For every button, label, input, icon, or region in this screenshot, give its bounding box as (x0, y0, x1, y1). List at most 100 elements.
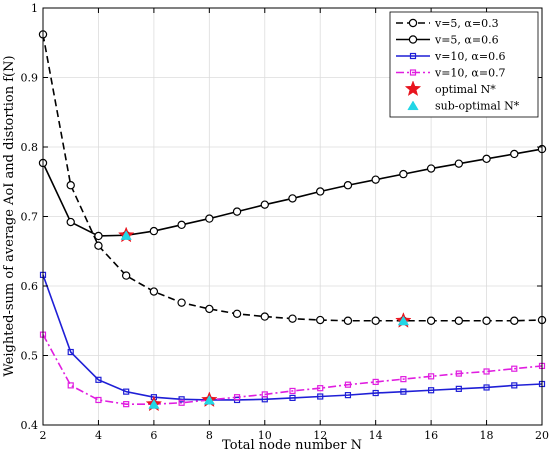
series-3-point (455, 385, 462, 392)
series-1-point (426, 316, 436, 325)
x-tick-label: 18 (480, 429, 494, 442)
series-3-point (178, 396, 185, 403)
series-3-point (483, 384, 490, 391)
x-tick-label: 4 (95, 429, 102, 442)
marker-layer (38, 30, 547, 408)
series-4-point (178, 399, 185, 406)
series-2-point (399, 169, 408, 179)
legend-marker-3 (409, 52, 417, 60)
series-1-point (343, 316, 353, 325)
series-1-point (510, 316, 519, 325)
series-1-point (482, 316, 491, 325)
series-3-point (289, 394, 296, 401)
series-4-point (455, 370, 462, 377)
legend-label: v=10, α=0.7 (434, 67, 506, 80)
series-4-point (428, 373, 435, 380)
legend-label: v=5, α=0.3 (434, 17, 499, 30)
y-tick-label: 0.5 (21, 350, 39, 363)
series-4-point (511, 365, 518, 372)
series-line-4 (42, 334, 543, 405)
y-tick-label: 0.8 (21, 141, 39, 154)
series-1-point (177, 298, 186, 307)
series-1-point (232, 309, 242, 318)
series-1-point (454, 316, 464, 325)
series-3-point (400, 388, 407, 395)
series-2-point (316, 187, 325, 196)
series-4-point (95, 396, 102, 404)
y-tick-label: 0.9 (21, 72, 39, 85)
series-1-point (121, 271, 131, 280)
legend-triangle-marker (407, 100, 419, 111)
axis-ticks: 2 4 6 8 10 12 14 16 18 20 0.4 0.5 0.6 0.7 0.8 0.9 1 (21, 2, 550, 442)
series-4-point (372, 378, 379, 386)
series-1-point (94, 241, 103, 250)
legend: v=5, α=0.3 v=5, α=0.6 v=10, α=0.6 v=10, α=0… (389, 11, 539, 118)
legend-label: sub-optimal N* (435, 100, 520, 113)
y-tick-label: 0.6 (21, 280, 39, 293)
series-2-point (260, 200, 269, 209)
series-2-point (177, 220, 186, 230)
series-2-point (288, 194, 297, 203)
series-1-point (260, 312, 269, 321)
series-1-point (205, 304, 214, 314)
series-1-point (316, 315, 325, 325)
legend-marker-2 (408, 35, 418, 44)
series-4-point (67, 382, 74, 389)
series-3-point (67, 348, 74, 356)
series-2-point (205, 214, 214, 223)
series-2-point (149, 226, 159, 236)
x-tick-label: 14 (369, 429, 383, 442)
series-4-point (261, 391, 268, 398)
series-4-point (344, 381, 352, 388)
series-2-point (454, 159, 464, 168)
suboptimal-triangle-marker (397, 315, 410, 326)
x-tick-label: 20 (535, 429, 549, 442)
series-1-point (66, 181, 75, 190)
series-line-3 (42, 274, 543, 401)
series-4-point (400, 376, 407, 383)
optimal-marker-layer (117, 226, 412, 412)
y-tick-label: 0.7 (21, 211, 39, 224)
series-3-point (372, 389, 379, 397)
series-3-point (95, 376, 102, 383)
series-4-point (289, 387, 296, 395)
series-2-point (94, 231, 103, 241)
series-1-point (288, 314, 297, 323)
y-tick-label: 0.4 (21, 419, 39, 432)
x-tick-label: 8 (206, 429, 213, 442)
series-4-point (483, 368, 490, 375)
suboptimal-triangle-marker (120, 230, 132, 240)
x-tick-label: 6 (150, 429, 157, 442)
series-3-point (317, 393, 324, 400)
series-4-point (233, 394, 241, 401)
legend-marker-4 (409, 69, 417, 76)
legend-label: optimal N* (435, 83, 496, 96)
suboptimal-triangle-marker (148, 399, 160, 409)
series-1-point (149, 287, 159, 296)
series-2-point (66, 217, 75, 227)
series-1-point (371, 316, 380, 325)
series-2-point (343, 181, 353, 190)
legend-star-marker (404, 80, 422, 97)
series-2-point (371, 175, 380, 184)
y-tick-label: 1 (31, 2, 38, 15)
legend-marker-1 (408, 18, 418, 28)
series-2-point (482, 154, 491, 164)
suboptimal-triangle-marker (203, 394, 215, 405)
legend-label: v=10, α=0.6 (434, 50, 506, 63)
y-axis-label: Weighted-sum of average AoI and distorti… (2, 55, 17, 376)
series-3-point (123, 388, 130, 395)
series-3-point (428, 387, 435, 394)
x-axis-label: Total node number N (222, 438, 362, 453)
legend-box (389, 11, 539, 118)
legend-label: v=5, α=0.6 (434, 34, 499, 47)
x-tick-label: 10 (258, 429, 272, 442)
series-2-point (510, 149, 519, 159)
series-2-point (232, 207, 242, 216)
x-tick-label: 12 (313, 429, 327, 442)
series-4-point (123, 401, 130, 408)
series-2-point (426, 164, 436, 173)
x-tick-label: 2 (40, 429, 47, 442)
x-tick-label: 16 (424, 429, 438, 442)
